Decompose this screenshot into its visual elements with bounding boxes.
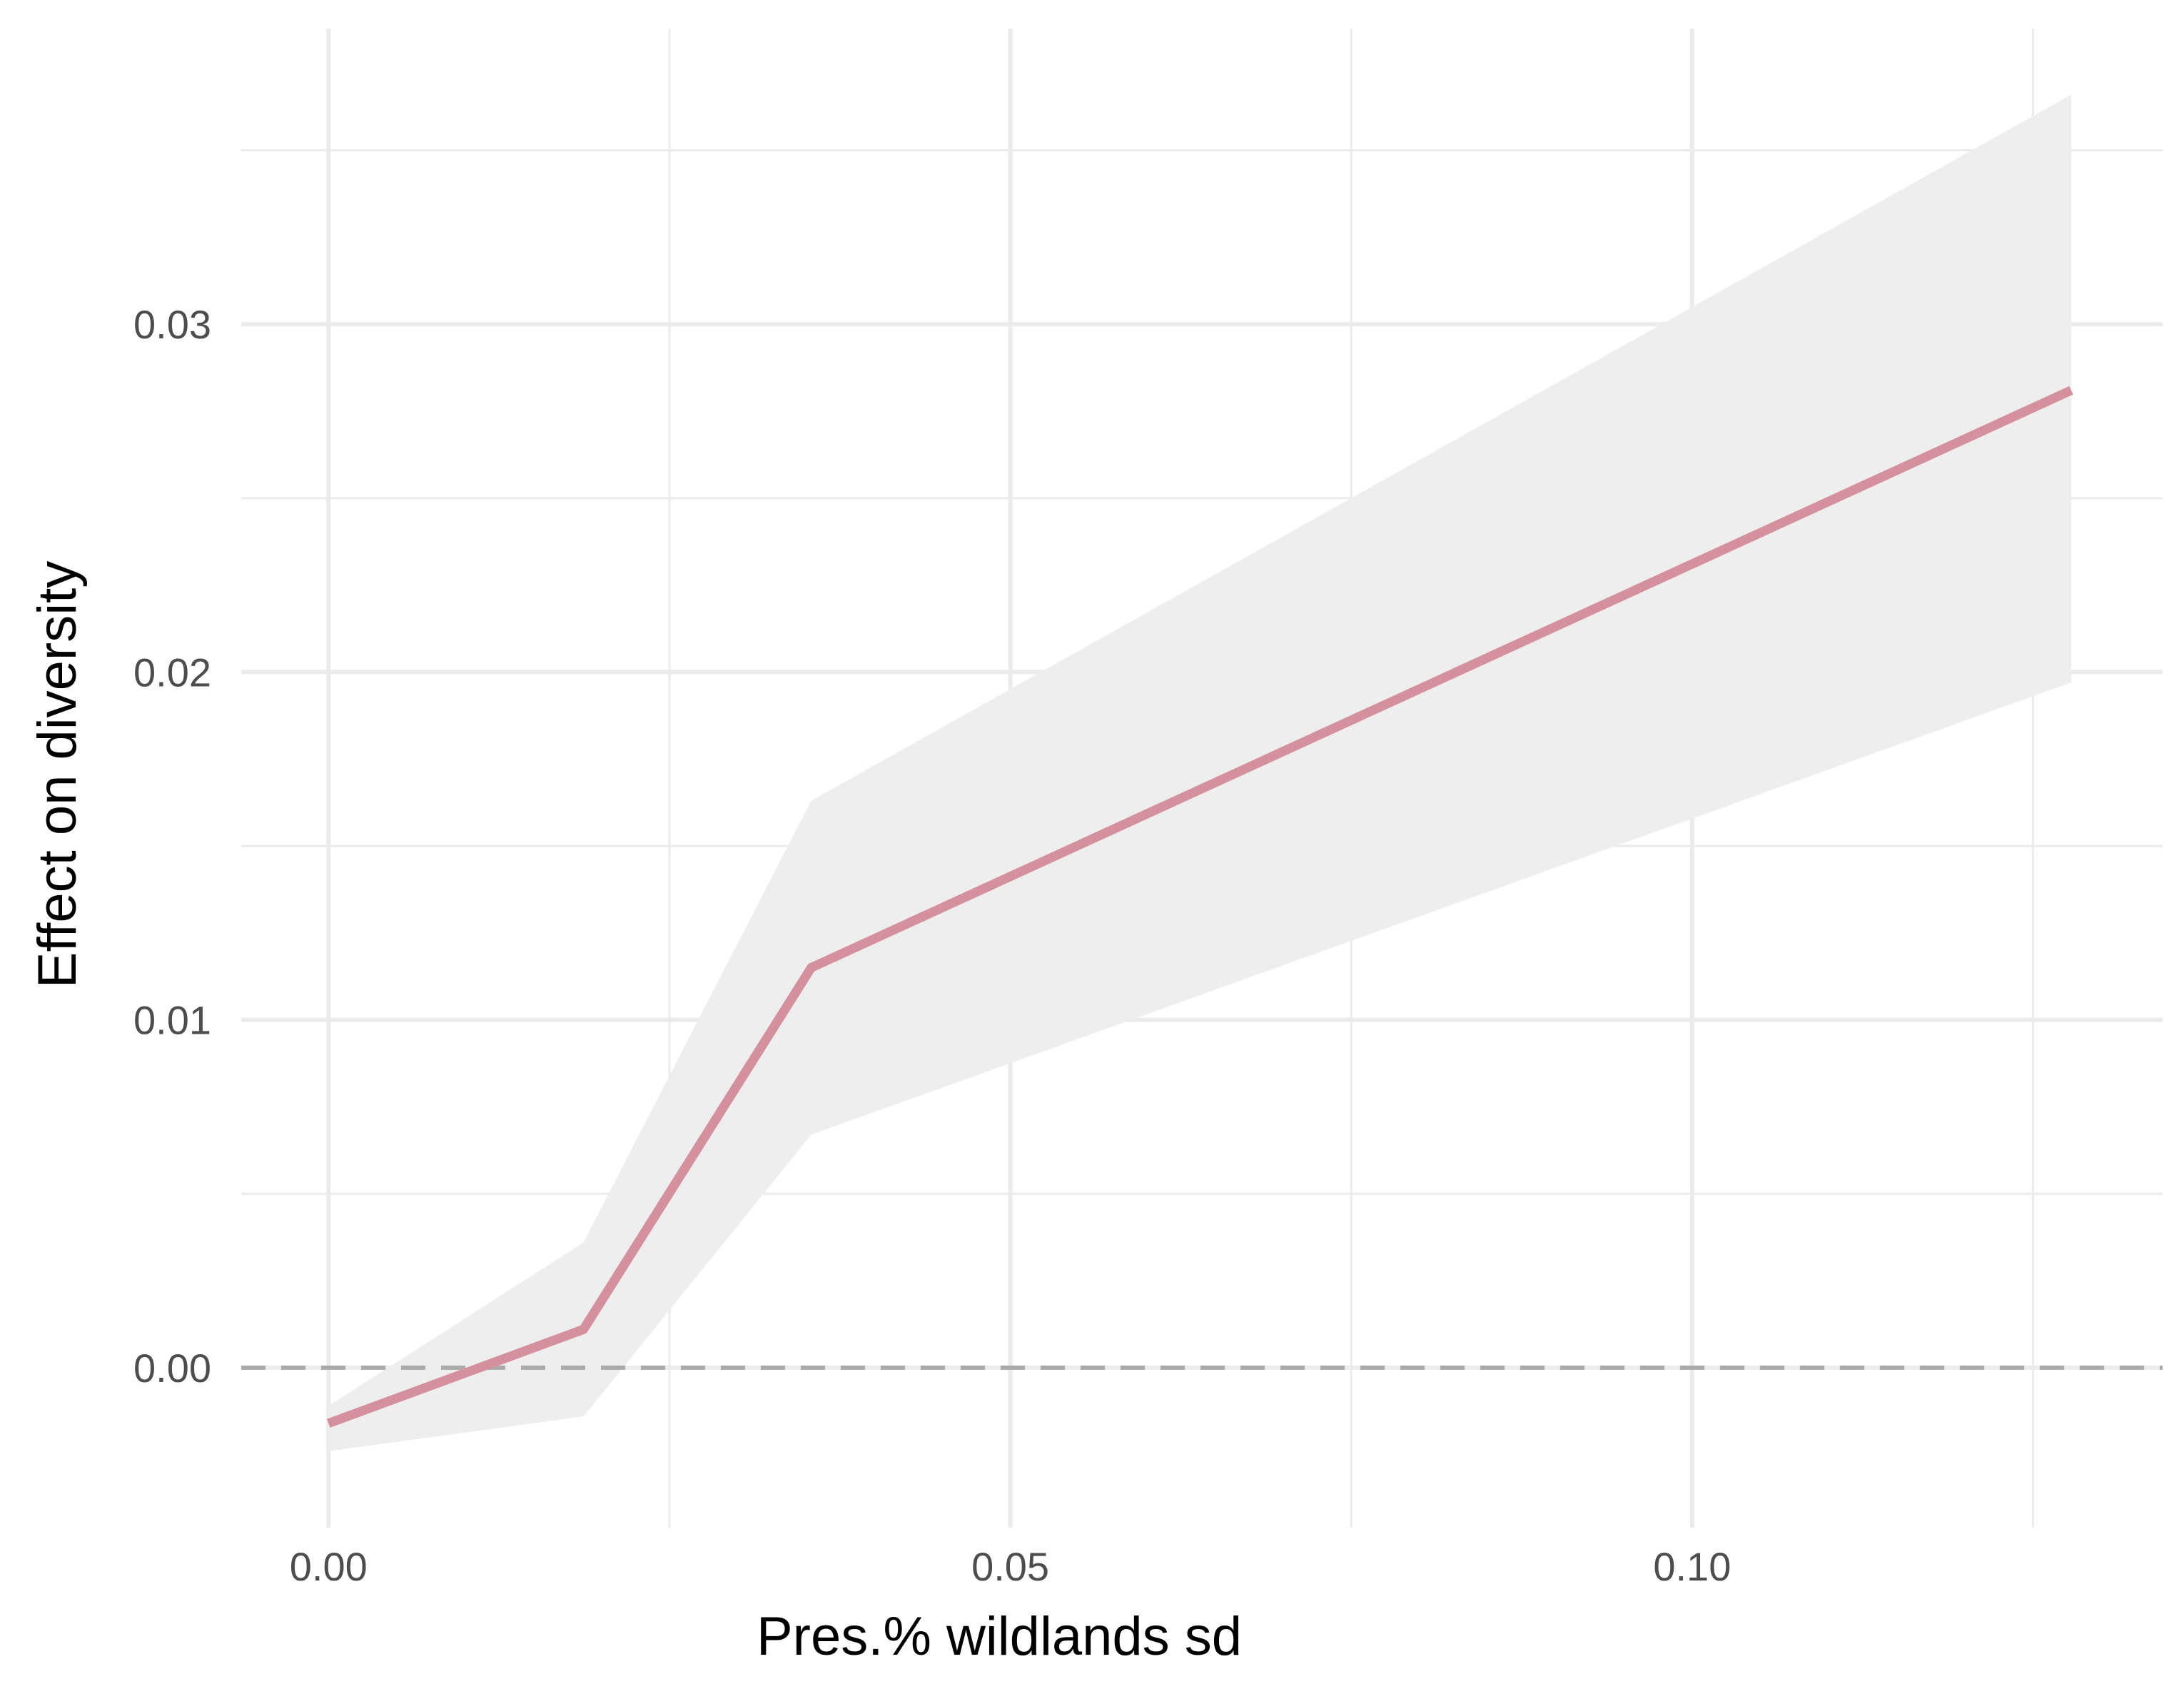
confidence-bands bbox=[328, 94, 2071, 1451]
y-tick-label-3: 0.03 bbox=[133, 302, 211, 347]
x-axis-title: Pres.% wildlands sd bbox=[757, 1606, 1242, 1667]
x-tick-labels: 0.00 0.05 0.10 bbox=[290, 1544, 1731, 1589]
y-axis-title: Effect on diversity bbox=[27, 561, 88, 988]
confidence-band-0 bbox=[328, 94, 2071, 1451]
y-tick-labels: 0.00 0.01 0.02 0.03 bbox=[133, 302, 211, 1391]
series-lines bbox=[327, 385, 2073, 1428]
x-tick-label-0: 0.00 bbox=[290, 1544, 368, 1589]
series-line-0 bbox=[327, 385, 2073, 1428]
x-tick-label-2: 0.10 bbox=[1653, 1544, 1731, 1589]
x-tick-label-1: 0.05 bbox=[971, 1544, 1049, 1589]
y-tick-label-1: 0.01 bbox=[133, 998, 211, 1043]
y-tick-label-0: 0.00 bbox=[133, 1346, 211, 1391]
y-tick-label-2: 0.02 bbox=[133, 650, 211, 695]
